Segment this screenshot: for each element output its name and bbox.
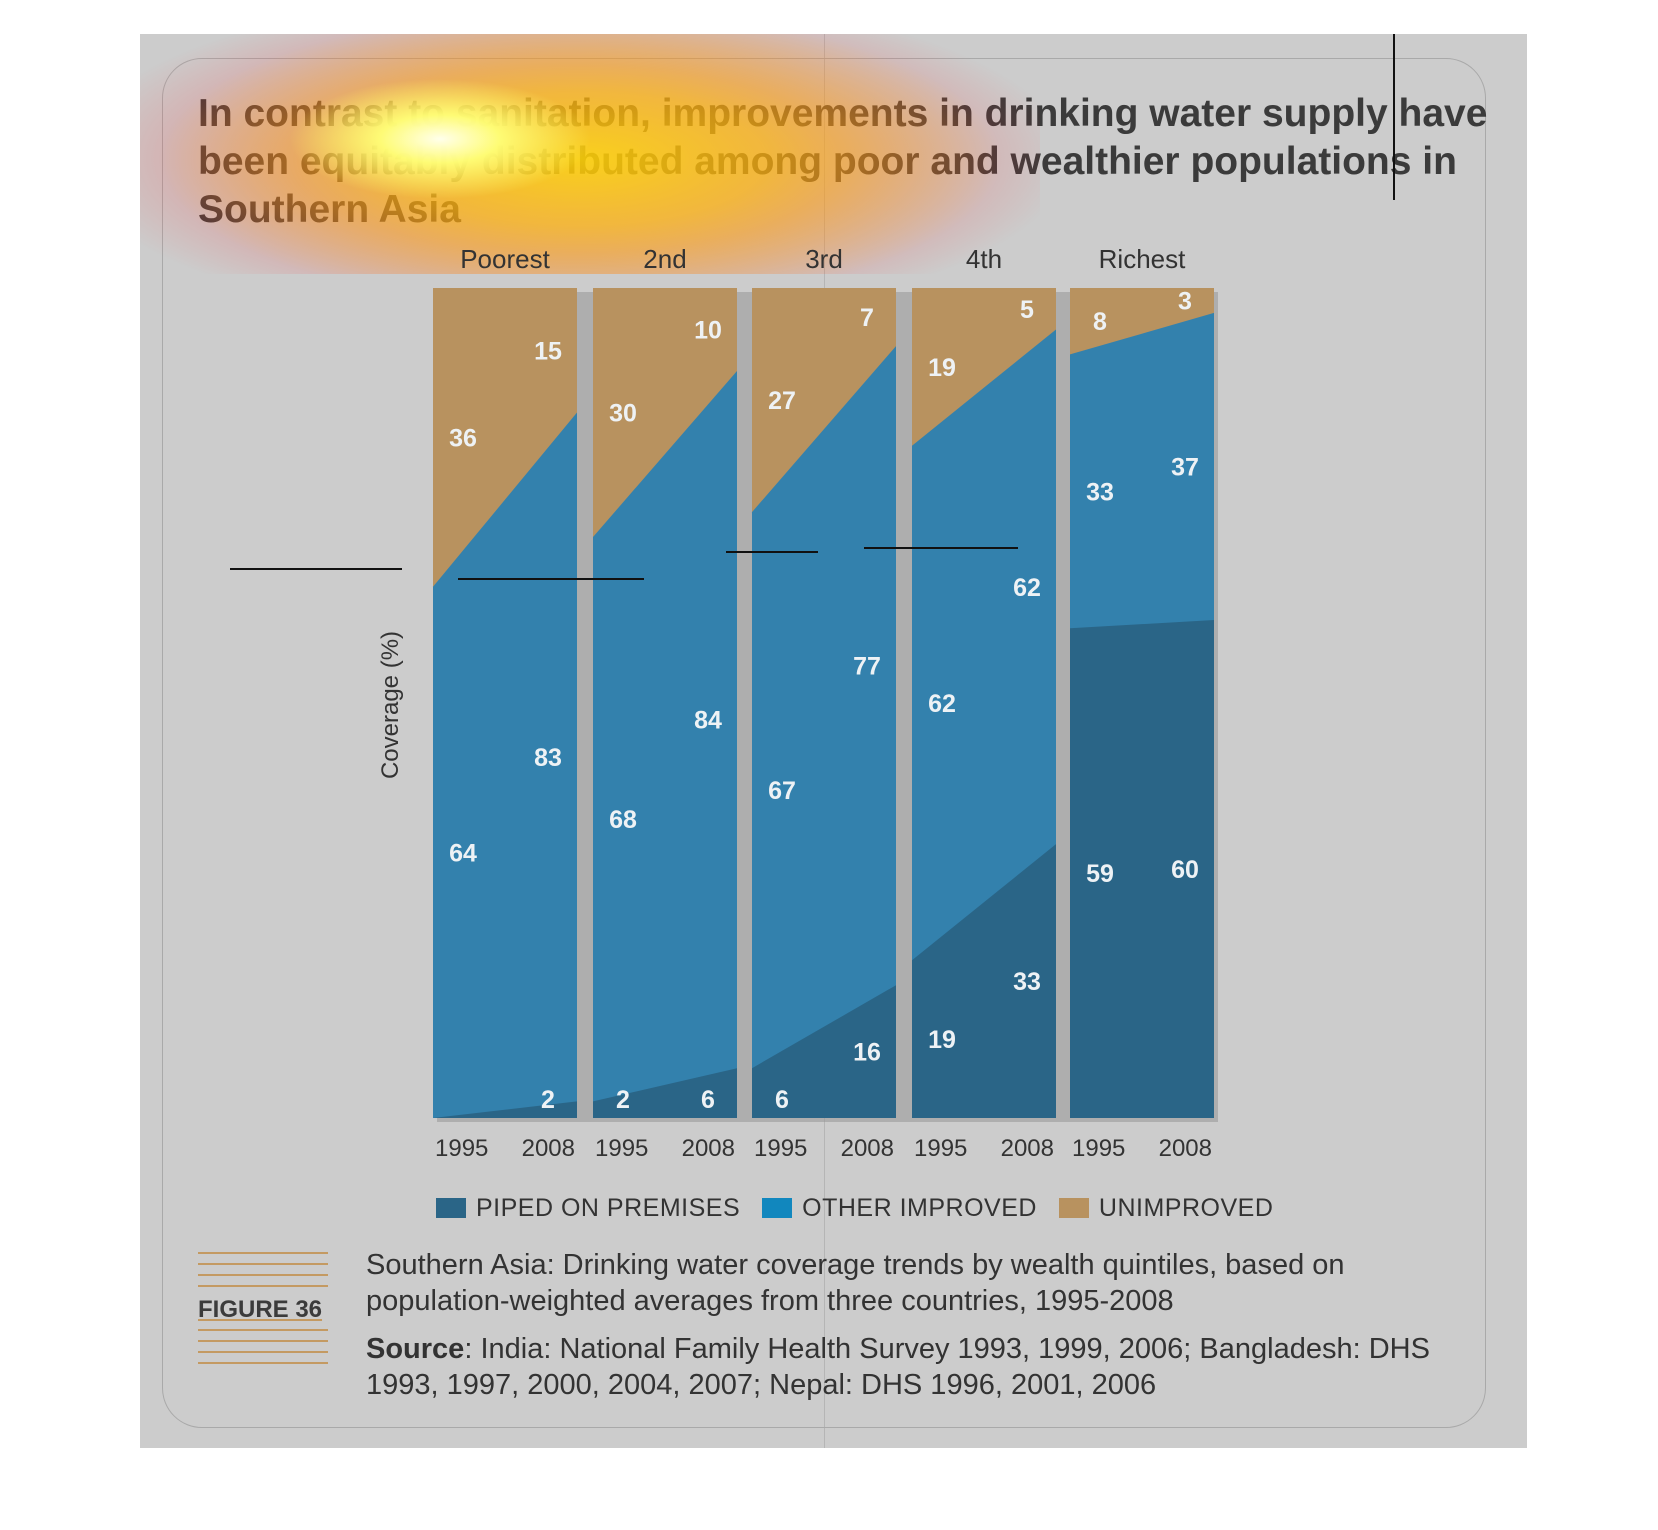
data-label-other-improved-3rd-2008: 77 bbox=[853, 653, 881, 681]
area-other-improved-2nd bbox=[593, 371, 737, 1118]
legend-swatch-other-improved bbox=[762, 1198, 793, 1218]
area-other-improved-poorest bbox=[433, 412, 577, 1118]
data-label-piped-poorest-2008: 2 bbox=[541, 1086, 555, 1114]
year-label-3rd-1995: 1995 bbox=[754, 1135, 807, 1162]
data-label-unimproved-poorest-1995: 36 bbox=[449, 424, 477, 452]
legend-label-piped: PIPED ON PREMISES bbox=[476, 1193, 741, 1222]
data-label-other-improved-2nd-1995: 68 bbox=[609, 806, 637, 834]
area-piped-4th bbox=[912, 844, 1056, 1118]
source-text: Source: India: National Family Health Su… bbox=[366, 1331, 1486, 1403]
figure-number: FIGURE 36 bbox=[198, 1294, 328, 1326]
group-label-3rd: 3rd bbox=[805, 244, 843, 274]
legend-swatch-piped bbox=[436, 1198, 466, 1218]
data-label-piped-2nd-2008: 6 bbox=[701, 1086, 715, 1114]
year-label-poorest-2008: 2008 bbox=[522, 1135, 575, 1162]
data-label-other-improved-richest-1995: 33 bbox=[1086, 478, 1114, 506]
figure-caption: Southern Asia: Drinking water coverage t… bbox=[366, 1247, 1486, 1415]
chart-legend: PIPED ON PREMISES OTHER IMPROVED UNIMPRO… bbox=[436, 1192, 1295, 1224]
legend-item-unimproved: UNIMPROVED bbox=[1058, 1193, 1274, 1223]
data-label-piped-3rd-1995: 6 bbox=[775, 1086, 789, 1114]
y-axis-label: Coverage (%) bbox=[377, 631, 404, 779]
data-label-other-improved-4th-2008: 62 bbox=[1013, 574, 1041, 602]
data-label-other-improved-richest-2008: 37 bbox=[1171, 453, 1199, 481]
data-label-other-improved-poorest-1995: 64 bbox=[449, 839, 477, 867]
source-label: Source bbox=[366, 1333, 465, 1365]
group-label-2nd: 2nd bbox=[643, 244, 686, 274]
data-label-unimproved-richest-1995: 8 bbox=[1093, 308, 1107, 336]
legend-item-other-improved: OTHER IMPROVED bbox=[762, 1194, 1037, 1223]
legend-label-unimproved: UNIMPROVED bbox=[1098, 1193, 1274, 1222]
data-label-other-improved-3rd-1995: 67 bbox=[768, 777, 796, 805]
data-label-unimproved-3rd-1995: 27 bbox=[768, 387, 796, 415]
area-other-improved-3rd bbox=[752, 346, 896, 1119]
data-label-piped-richest-2008: 60 bbox=[1171, 856, 1199, 884]
legend-item-piped: PIPED ON PREMISES bbox=[436, 1194, 740, 1223]
data-label-unimproved-2nd-1995: 30 bbox=[609, 400, 637, 428]
area-piped-richest bbox=[1070, 620, 1214, 1118]
year-label-3rd-2008: 2008 bbox=[841, 1135, 894, 1162]
data-label-unimproved-poorest-2008: 15 bbox=[534, 337, 562, 365]
data-label-piped-4th-2008: 33 bbox=[1013, 968, 1041, 996]
year-label-2nd-2008: 2008 bbox=[682, 1135, 735, 1162]
data-label-piped-3rd-2008: 16 bbox=[853, 1039, 881, 1067]
data-label-piped-4th-1995: 19 bbox=[928, 1026, 956, 1054]
legend-swatch-unimproved bbox=[1058, 1198, 1089, 1218]
data-label-unimproved-richest-2008: 3 bbox=[1178, 287, 1192, 315]
area-piped-2nd bbox=[593, 1068, 737, 1118]
annotation-stroke bbox=[230, 568, 402, 570]
group-label-poorest: Poorest bbox=[460, 244, 550, 274]
data-label-other-improved-2nd-2008: 84 bbox=[694, 707, 722, 735]
year-label-poorest-1995: 1995 bbox=[435, 1135, 488, 1162]
data-label-unimproved-4th-1995: 19 bbox=[928, 354, 956, 382]
year-label-4th-2008: 2008 bbox=[1001, 1135, 1054, 1162]
group-label-richest: Richest bbox=[1099, 244, 1186, 274]
annotation-stroke bbox=[458, 578, 644, 580]
data-label-piped-2nd-1995: 2 bbox=[616, 1086, 630, 1114]
annotation-stroke bbox=[864, 547, 1018, 549]
data-label-other-improved-poorest-2008: 83 bbox=[534, 744, 562, 772]
source-detail: : India: National Family Health Survey 1… bbox=[366, 1333, 1430, 1401]
data-label-unimproved-2nd-2008: 10 bbox=[694, 317, 722, 345]
group-label-4th: 4th bbox=[966, 244, 1002, 274]
year-label-4th-1995: 1995 bbox=[914, 1135, 967, 1162]
year-label-richest-1995: 1995 bbox=[1072, 1135, 1125, 1162]
caption-text: Southern Asia: Drinking water coverage t… bbox=[366, 1249, 1345, 1317]
data-label-unimproved-3rd-2008: 7 bbox=[860, 304, 874, 332]
area-piped-poorest bbox=[433, 1101, 577, 1118]
data-label-unimproved-4th-2008: 5 bbox=[1020, 296, 1034, 324]
data-label-piped-richest-1995: 59 bbox=[1086, 860, 1114, 888]
year-label-2nd-1995: 1995 bbox=[595, 1135, 648, 1162]
area-piped-3rd bbox=[752, 985, 896, 1118]
annotation-stroke bbox=[726, 551, 818, 553]
year-label-richest-2008: 2008 bbox=[1159, 1135, 1212, 1162]
legend-label-other-improved: OTHER IMPROVED bbox=[802, 1193, 1037, 1222]
data-label-other-improved-4th-1995: 62 bbox=[928, 690, 956, 718]
text-cursor-line bbox=[1393, 34, 1395, 200]
